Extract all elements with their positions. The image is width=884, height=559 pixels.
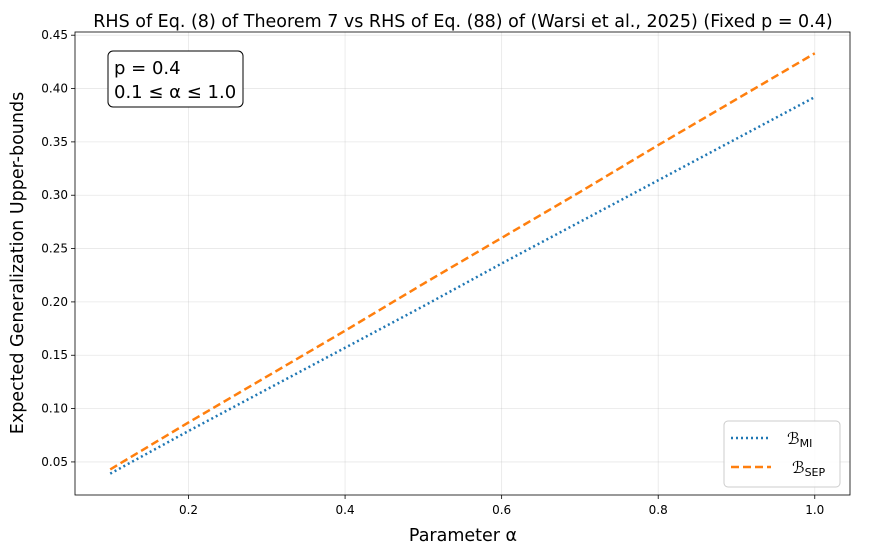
y-tick-label: 0.15 — [41, 348, 68, 362]
y-tick-label: 0.10 — [41, 402, 68, 416]
plot-frame — [74, 31, 851, 496]
series-line-b-mi — [109, 95, 816, 475]
y-tick-label: 0.25 — [41, 242, 68, 256]
x-tick-label: 1.0 — [805, 503, 824, 517]
series-line-b-sep — [109, 52, 816, 471]
x-tick-label: 0.8 — [649, 503, 668, 517]
y-tick-label: 0.05 — [41, 455, 68, 469]
x-axis-label: Parameter α — [409, 526, 517, 546]
legend: ℬMI ℬSEP — [723, 420, 841, 488]
series-layer — [109, 52, 816, 475]
x-tick-label: 0.2 — [179, 503, 198, 517]
y-axis-label: Expected Generalization Upper-bounds — [8, 92, 28, 434]
grid-layer — [75, 32, 850, 495]
x-tick-label: 0.6 — [492, 503, 511, 517]
y-tick-label: 0.20 — [41, 295, 68, 309]
annotation-line-2: 0.1 ≤ α ≤ 1.0 — [114, 82, 236, 103]
parameter-annotation: p = 0.4 0.1 ≤ α ≤ 1.0 — [107, 50, 244, 108]
legend-label-b-mi: ℬMI — [787, 429, 812, 450]
y-tick-label: 0.30 — [41, 188, 68, 202]
x-tick-label: 0.4 — [336, 503, 355, 517]
y-tick-label: 0.40 — [41, 82, 68, 96]
y-tick-label: 0.35 — [41, 135, 68, 149]
tick-layer: 0.2 0.4 0.6 0.8 1.0 0.05 0.10 0.15 0.20 0.25 0.30 0… — [41, 28, 824, 517]
legend-label-b-sep: ℬSEP — [792, 458, 826, 479]
annotation-box — [107, 50, 244, 108]
y-tick-label: 0.45 — [41, 28, 68, 42]
chart-title: RHS of Eq. (8) of Theorem 7 vs RHS of Eq… — [93, 12, 832, 32]
annotation-line-1: p = 0.4 — [114, 58, 181, 79]
